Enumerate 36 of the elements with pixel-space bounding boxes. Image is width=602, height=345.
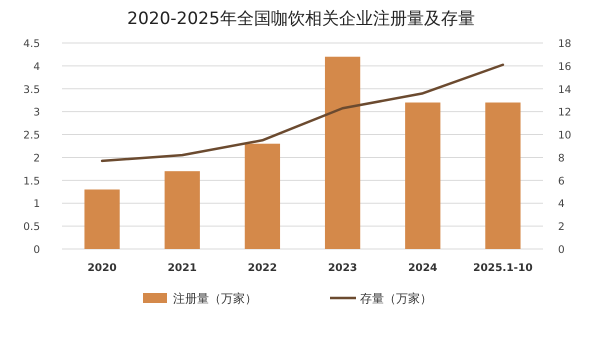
legend-label: 存量（万家）: [360, 292, 432, 306]
bar: [84, 189, 120, 249]
bar: [244, 144, 280, 249]
y2-tick-label: 4: [558, 198, 565, 210]
y-tick-label: 0: [33, 244, 40, 256]
bar: [485, 102, 521, 249]
bar: [164, 171, 200, 249]
x-tick-label: 2024: [408, 262, 438, 274]
y2-tick-label: 10: [558, 130, 572, 142]
bar: [324, 56, 360, 249]
line-series: [100, 63, 504, 162]
y-tick-label: 2: [33, 152, 40, 164]
y2-tick-label: 14: [558, 84, 572, 96]
chart-title: 2020-2025年全国咖饮相关企业注册量及存量: [127, 9, 475, 29]
y-tick-label: 0.5: [23, 221, 40, 234]
y-tick-label: 4: [33, 60, 40, 73]
x-tick-label: 2022: [248, 262, 278, 274]
legend-label: 注册量（万家）: [173, 292, 257, 306]
y2-tick-label: 18: [558, 38, 572, 50]
bar: [405, 102, 440, 249]
y-tick-label: 2.5: [23, 130, 40, 142]
y2-tick-label: 0: [558, 244, 565, 256]
x-tick-label: 2023: [328, 262, 358, 274]
y2-tick-label: 2: [558, 221, 565, 234]
y-tick-label: 1.5: [23, 175, 40, 188]
y2-tick-label: 8: [558, 152, 565, 164]
x-tick-label: 2025.1-10: [473, 262, 533, 274]
y2-tick-label: 12: [558, 106, 572, 119]
y2-tick-label: 6: [558, 175, 565, 188]
y-tick-label: 4.5: [23, 38, 40, 50]
y2-tick-label: 16: [558, 60, 572, 73]
y-tick-label: 1: [33, 198, 40, 210]
x-tick-label: 2020: [87, 262, 117, 274]
y-tick-label: 3: [33, 106, 40, 119]
y-tick-label: 3.5: [23, 84, 40, 96]
x-tick-label: 2021: [168, 262, 197, 274]
